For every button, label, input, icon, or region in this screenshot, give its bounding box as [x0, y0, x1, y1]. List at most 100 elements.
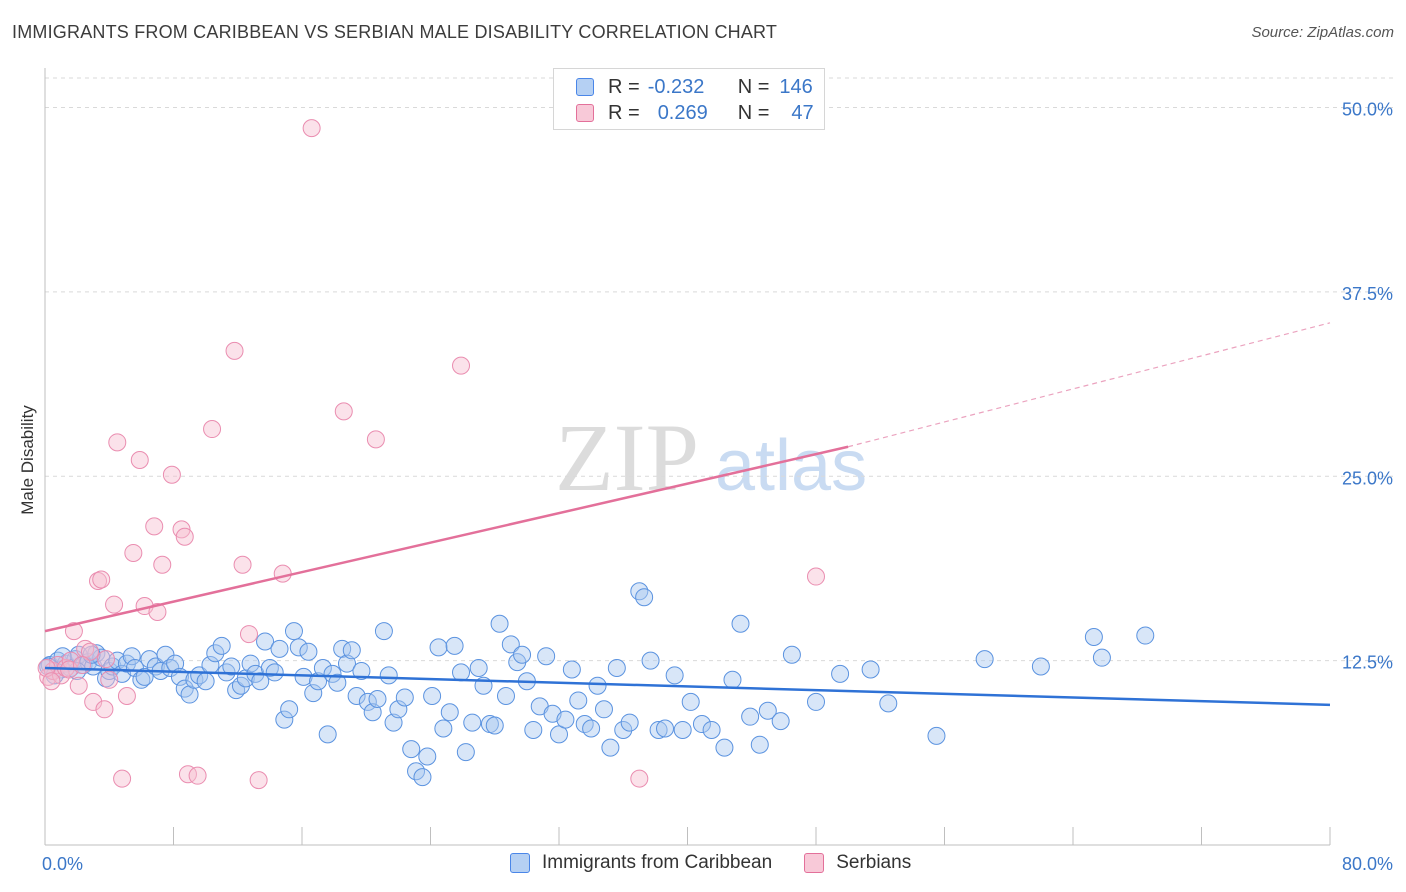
caribbean-point [975, 650, 994, 669]
caribbean-point [337, 654, 356, 673]
y-tick-label: 12.5% [1342, 653, 1393, 673]
serbian-point [64, 622, 83, 641]
caribbean-point [275, 710, 294, 729]
serbian-point [188, 766, 207, 785]
caribbean-point [1092, 648, 1111, 667]
caribbean-point [496, 687, 515, 706]
caribbean-point [452, 663, 471, 682]
caribbean-point [445, 636, 464, 655]
caribbean-point [750, 735, 769, 754]
caribbean-point [927, 726, 946, 745]
caribbean-point [1084, 628, 1103, 647]
y-tick-label: 25.0% [1342, 468, 1393, 488]
serbian-point [95, 700, 114, 719]
caribbean-point [395, 688, 414, 707]
r-value: 0.269 [657, 101, 708, 124]
serbian-point [225, 341, 244, 360]
caribbean-point [429, 638, 448, 657]
y-tick-labels: 12.5% 25.0% 37.5% 50.0% [1342, 100, 1393, 673]
caribbean-point [723, 670, 742, 689]
stats-legend: R = -0.232 N = 146 R = 0.269 N = 47 [553, 68, 825, 130]
r-label: R = [608, 101, 640, 124]
n-label: N = [737, 75, 770, 98]
caribbean-point [352, 661, 371, 680]
caribbean-point [135, 667, 154, 686]
caribbean-point [222, 657, 241, 676]
caribbean-point [289, 638, 308, 657]
serbian-point [630, 769, 649, 788]
x-tick-labels: 0.0% 80.0% [42, 854, 1393, 874]
serbian-point [124, 543, 143, 562]
legend-item-caribbean: Immigrants from Caribbean [510, 852, 772, 874]
x-tick-label: 80.0% [1342, 854, 1393, 874]
caribbean-point [731, 614, 750, 633]
caribbean-point [807, 692, 825, 711]
caribbean-point [620, 713, 639, 732]
caribbean-point [53, 647, 72, 666]
caribbean-point [328, 673, 347, 692]
caribbean-point [456, 743, 475, 762]
caribbean-point [469, 659, 488, 677]
caribbean-point [256, 632, 275, 651]
caribbean-point [601, 738, 620, 757]
stats-row-caribbean: R = -0.232 N = 146 [576, 75, 813, 99]
serbian-point [162, 465, 181, 484]
x-tick-label: 0.0% [42, 854, 83, 874]
caribbean-point [347, 687, 366, 706]
caribbean-point [681, 692, 700, 711]
serbian-swatch [576, 104, 594, 122]
serbian-point [100, 670, 119, 689]
source-note: Source: ZipAtlas.com [1251, 24, 1394, 41]
serbian-point [302, 119, 321, 138]
y-axis-label: Male Disability [18, 405, 37, 515]
caribbean-point [333, 639, 352, 658]
r-value: -0.232 [647, 75, 705, 98]
serbian-point [117, 687, 136, 706]
caribbean-point [374, 622, 393, 641]
watermark: ZIP atlas [555, 404, 867, 511]
caribbean-point [1031, 657, 1050, 676]
caribbean-point [342, 641, 361, 660]
caribbean-point [741, 707, 760, 726]
serbian-legend-swatch [804, 853, 825, 873]
caribbean-point [537, 647, 556, 666]
caribbean-point [122, 647, 141, 666]
caribbean-point [284, 622, 303, 641]
caribbean-point [665, 666, 684, 685]
serbian-point [807, 567, 825, 586]
serbian-point [89, 571, 108, 590]
serbian-point [334, 402, 353, 421]
caribbean-point [594, 700, 613, 719]
grid-lines [45, 77, 1394, 662]
serbian-point [108, 433, 127, 452]
serbian-point [175, 527, 194, 546]
series-legend: Immigrants from Caribbean Serbians [510, 852, 943, 874]
caribbean-point [389, 700, 408, 719]
caribbean-point [656, 719, 675, 738]
caribbean-trend-line [44, 666, 1331, 707]
caribbean-point [649, 720, 668, 739]
caribbean-point [299, 642, 318, 661]
caribbean-point [265, 663, 284, 682]
serbian-point [97, 650, 116, 669]
serbian-point [145, 517, 164, 536]
caribbean-point [501, 635, 520, 654]
serbian-point [105, 595, 124, 614]
serbian-point [92, 570, 111, 589]
y-tick-label: 37.5% [1342, 284, 1393, 304]
serbian-point [273, 564, 292, 583]
caribbean-point [513, 645, 532, 664]
caribbean-point [206, 644, 225, 663]
caribbean-point [418, 747, 437, 766]
trend-lines [44, 322, 1331, 707]
caribbean-point [212, 636, 231, 655]
r-label: R = [608, 75, 640, 98]
caribbean-point [440, 703, 459, 722]
caribbean-point [831, 664, 850, 683]
serbian-point [113, 769, 132, 788]
caribbean-point [180, 685, 199, 704]
n-label: N = [737, 101, 770, 124]
caribbean-swatch [576, 78, 594, 96]
serbian-point [366, 430, 385, 449]
